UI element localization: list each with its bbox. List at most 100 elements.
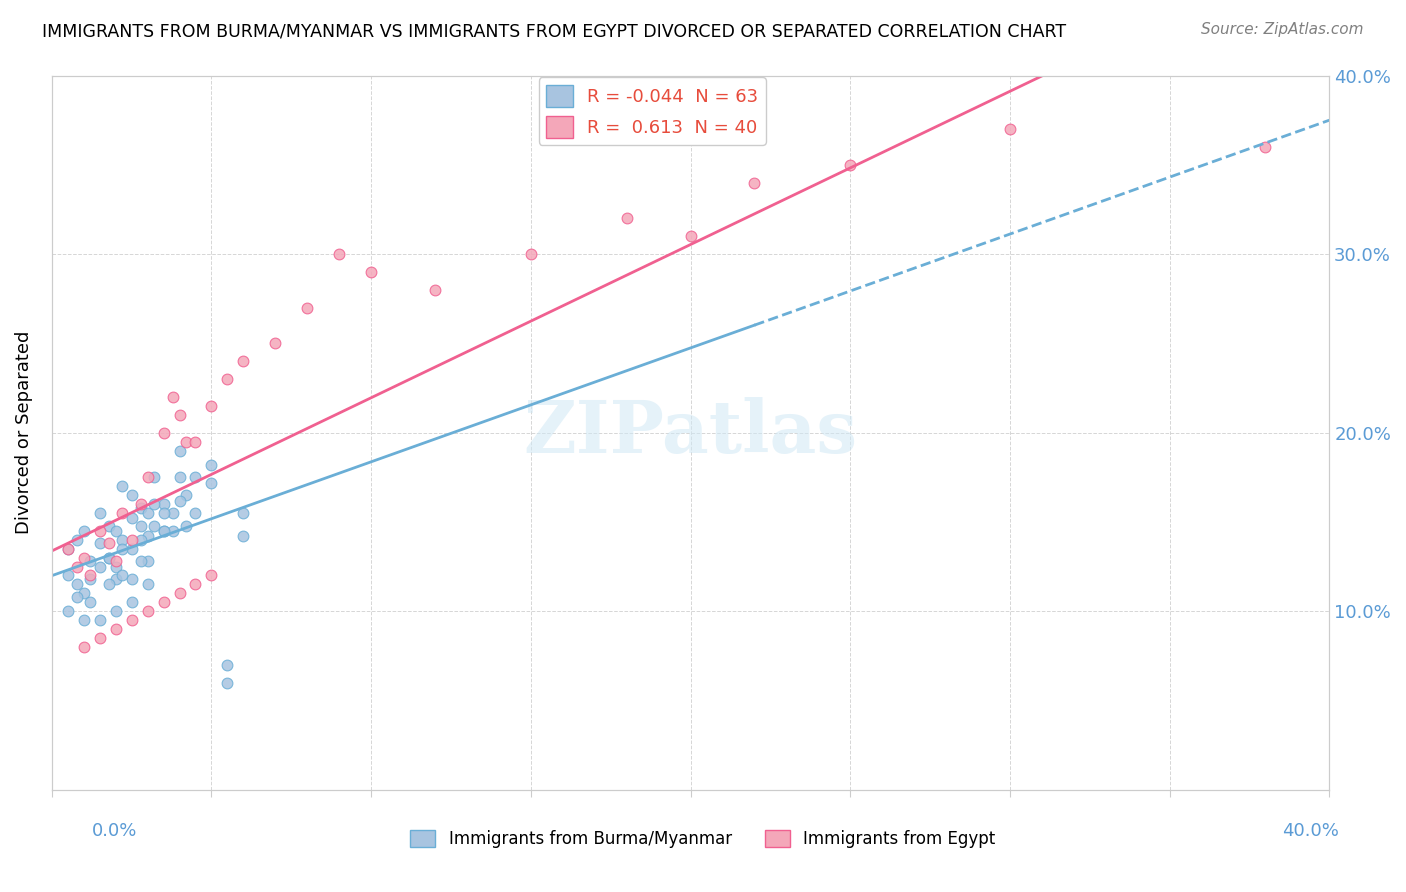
Text: Source: ZipAtlas.com: Source: ZipAtlas.com [1201,22,1364,37]
Point [184,577,207,591]
Point [104,604,127,618]
Point [129,554,152,568]
Point [56,541,79,556]
Text: IMMIGRANTS FROM BURMA/MYANMAR VS IMMIGRANTS FROM EGYPT DIVORCED OR SEPARATED COR: IMMIGRANTS FROM BURMA/MYANMAR VS IMMIGRA… [42,22,1066,40]
Point [79,554,101,568]
Point [111,541,134,556]
Point [200,458,222,472]
Point [200,399,222,413]
Point [66,577,89,591]
Point [169,443,191,458]
Point [104,524,127,538]
Point [56,541,79,556]
Point [121,511,143,525]
Point [232,506,254,520]
Legend: R = -0.044  N = 63, R =  0.613  N = 40: R = -0.044 N = 63, R = 0.613 N = 40 [538,78,766,145]
Point [217,675,239,690]
Point [184,470,207,484]
Point [200,475,222,490]
Point [79,568,101,582]
Point [104,554,127,568]
Point [152,497,174,511]
Point [1254,140,1277,154]
Point [423,283,446,297]
Point [152,524,174,538]
Point [129,497,152,511]
Point [184,506,207,520]
Point [66,559,89,574]
Point [169,586,191,600]
Point [217,657,239,672]
Point [121,541,143,556]
Point [89,559,111,574]
Point [73,640,96,654]
Point [66,533,89,547]
Point [89,631,111,645]
Point [98,536,121,550]
Point [121,595,143,609]
Point [174,488,197,502]
Point [56,568,79,582]
Point [129,533,152,547]
Point [152,506,174,520]
Point [73,550,96,565]
Point [174,434,197,449]
Point [89,536,111,550]
Point [129,518,152,533]
Point [98,518,121,533]
Point [297,301,319,315]
Point [520,247,543,261]
Point [79,572,101,586]
Point [98,550,121,565]
Point [89,613,111,627]
Point [136,554,159,568]
Point [328,247,350,261]
Text: 40.0%: 40.0% [1282,822,1339,840]
Point [152,595,174,609]
Point [200,568,222,582]
Point [56,604,79,618]
Point [66,590,89,604]
Point [998,122,1021,136]
Legend: Immigrants from Burma/Myanmar, Immigrants from Egypt: Immigrants from Burma/Myanmar, Immigrant… [404,823,1002,855]
Point [264,336,287,351]
Point [73,586,96,600]
Point [89,524,111,538]
Point [73,524,96,538]
Point [111,506,134,520]
Point [162,524,184,538]
Point [162,506,184,520]
Point [174,518,197,533]
Point [152,425,174,440]
Point [169,408,191,422]
Text: ZIPatlas: ZIPatlas [523,397,858,468]
Point [79,595,101,609]
Point [744,176,766,190]
Point [104,622,127,636]
Point [142,497,165,511]
Point [232,354,254,368]
Point [184,434,207,449]
Point [169,470,191,484]
Point [679,229,702,244]
Point [142,470,165,484]
Point [162,390,184,404]
Point [360,265,382,279]
Point [839,158,862,172]
Point [111,568,134,582]
Point [98,577,121,591]
Text: 0.0%: 0.0% [91,822,136,840]
Point [121,488,143,502]
Point [217,372,239,386]
Point [121,533,143,547]
Point [616,211,638,226]
Point [73,613,96,627]
Y-axis label: Divorced or Separated: Divorced or Separated [15,331,32,534]
Point [121,613,143,627]
Point [136,506,159,520]
Point [152,524,174,538]
Point [89,506,111,520]
Point [104,572,127,586]
Point [98,550,121,565]
Point [121,572,143,586]
